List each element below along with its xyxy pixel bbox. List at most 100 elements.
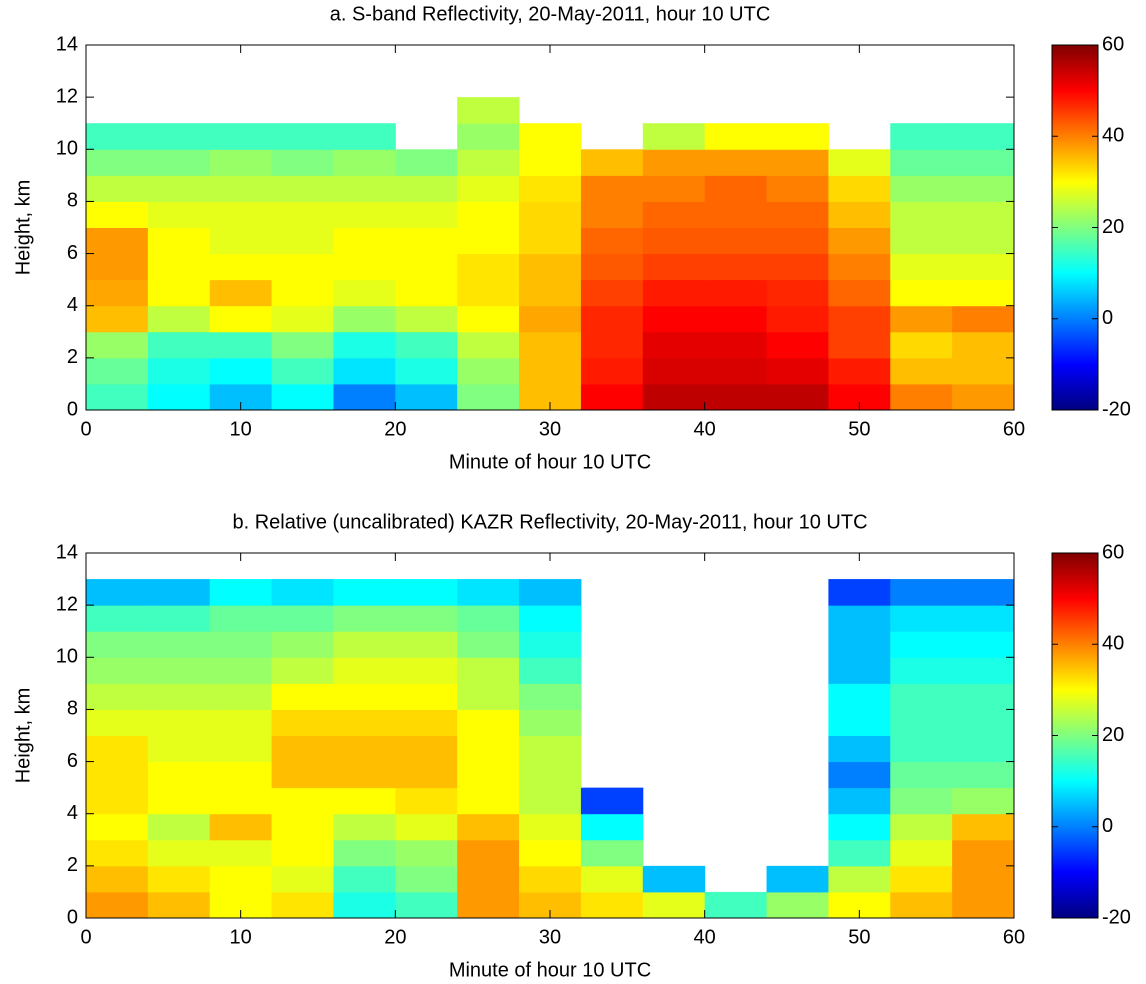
heat-cell [86,331,149,359]
heat-cell [333,253,396,281]
heat-cell [890,123,953,150]
heat-cell [457,149,520,176]
heat-cell [519,813,582,841]
heat-cell [580,865,644,893]
heat-cell [147,357,211,385]
heat-cell [828,201,891,228]
heat-cell [890,735,953,763]
heat-cell [890,149,953,176]
heat-cell [642,175,706,202]
y-axis-label: Height, km [12,180,34,276]
y-tick-label: 8 [67,190,78,212]
heat-cell [766,357,829,385]
heat-cell [890,683,953,710]
colorbar-tick-label: -20 [1102,906,1131,928]
heat-cell [86,735,149,763]
heat-cell [519,123,582,150]
heat-cell [890,709,953,736]
heat-cell [766,279,829,307]
heat-cell [395,383,458,411]
heat-cell [209,579,273,606]
heat-cell [271,839,334,867]
heat-cell [86,123,149,150]
heat-cell [519,839,582,867]
heat-cell [271,631,334,658]
colorbar-tick-label: 20 [1102,216,1124,238]
heat-cell [209,787,273,815]
heat-cell [147,683,211,710]
heat-cell [333,683,396,710]
heat-cell [704,305,768,333]
heat-cell [704,253,768,281]
heat-cell [890,279,953,307]
heat-cell [457,97,520,124]
colorbar-tick-label: 60 [1102,33,1124,55]
heat-cell [271,305,334,333]
heat-cell [642,891,706,919]
heat-cell [952,175,1015,202]
heat-cell [457,331,520,359]
heat-cell [766,305,829,333]
heat-cell [209,175,273,202]
heat-cell [642,201,706,228]
heat-cell [147,631,211,658]
heat-cell [519,787,582,815]
heat-cell [704,175,768,202]
heat-cell [86,839,149,867]
y-tick-label: 8 [67,698,78,720]
heat-cell [519,657,582,684]
heat-cell [209,331,273,359]
heat-cell [271,357,334,385]
heat-cell [642,331,706,359]
heat-cell [828,787,891,815]
heat-cell [271,813,334,841]
heat-cell [580,305,644,333]
heat-cell [828,279,891,307]
heat-cell [828,761,891,789]
x-axis-label: Minute of hour 10 UTC [449,451,651,473]
heat-cell [333,735,396,763]
heat-cell [271,579,334,606]
heat-cell [519,149,582,176]
heat-cell [457,253,520,281]
heat-cell [457,891,520,919]
heat-cell [333,839,396,867]
heat-cell [395,657,458,684]
heat-cell [952,227,1015,255]
heat-cell [147,331,211,359]
heat-cell [519,279,582,307]
heat-cell [828,813,891,841]
heat-cell [457,227,520,255]
heat-cell [271,891,334,919]
heat-cell [828,227,891,255]
heat-cell [395,227,458,255]
heat-cell [147,735,211,763]
heat-cell [828,357,891,385]
heat-cell [333,331,396,359]
heat-cell [271,123,334,150]
heat-cell [86,709,149,736]
heat-cell [395,357,458,385]
heat-cell [519,709,582,736]
heat-cell [952,123,1015,150]
heat-cell [271,279,334,307]
heat-cell [395,813,458,841]
heat-cell [271,149,334,176]
heat-cell [147,813,211,841]
heat-cell [642,279,706,307]
heat-cell [333,579,396,606]
heat-cell [580,175,644,202]
heat-cell [209,149,273,176]
heat-cell [580,839,644,867]
heat-cell [519,631,582,658]
heat-cell [952,787,1015,815]
heat-cell [333,813,396,841]
heat-cell [952,657,1015,684]
heat-cell [147,123,211,150]
heat-cell [766,253,829,281]
heat-cell [457,813,520,841]
heat-cell [890,227,953,255]
heat-cell [209,201,273,228]
colorbar-tick-label: 0 [1102,815,1113,837]
heat-cell [952,201,1015,228]
